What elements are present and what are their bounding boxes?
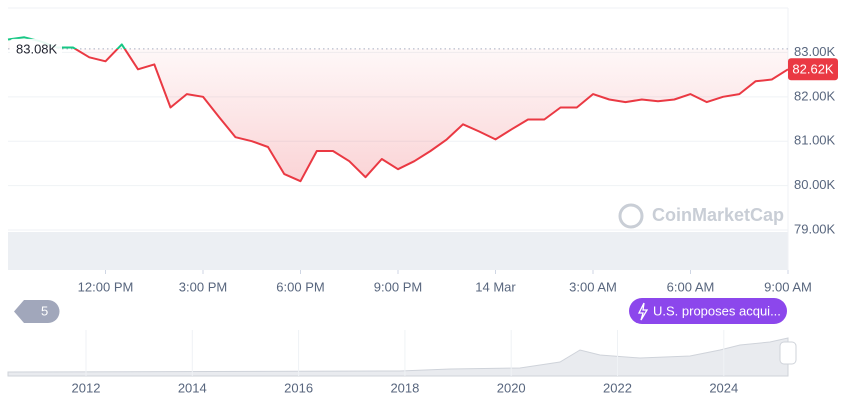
area [8,37,788,182]
price-tag-label: 82.62K [792,62,834,77]
price-tag [788,58,838,81]
y-tick-label: 80.00K [794,177,836,192]
history-badge[interactable]: 5 [14,300,60,323]
navigator-year: 2016 [284,380,313,395]
x-tick-label: 3:00 AM [569,279,617,294]
baseline-label: 83.08K [16,41,58,56]
navigator [7,337,797,377]
pill-icon [637,302,649,321]
x-tick-label: 3:00 PM [179,279,227,294]
navigator-area [7,337,789,377]
x-tick-label: 6:00 PM [276,279,324,294]
x-tick-label: 14 Mar [475,279,516,294]
badge-shape [14,300,60,323]
navigator-year: 2024 [709,380,738,395]
navigator-year: 2014 [178,380,207,395]
baseline-tag-bg [10,38,62,59]
x-tick-label: 9:00 PM [374,279,422,294]
baseline-tag: 83.08K [10,38,62,59]
price-line [7,36,789,183]
x-tick-label: 6:00 AM [667,279,715,294]
navigator-year: 2020 [497,380,526,395]
navigator-year: 2022 [603,380,632,395]
pill-text: U.S. proposes acqui... [653,303,781,318]
y-tick-label: 82.00K [794,88,836,103]
navigator-year: 2012 [72,380,101,395]
y-tick-label: 83.00K [794,44,836,59]
pill-shape [629,298,787,324]
navigator-handle[interactable] [779,341,797,365]
x-tick-label: 9:00 AM [764,279,812,294]
badge-count: 5 [41,303,48,318]
x-tick-label: 12:00 PM [78,279,134,294]
navigator-year: 2018 [390,380,419,395]
y-tick-label: 79.00K [794,221,836,236]
watermark-logo [618,203,644,229]
volume-band [8,232,788,270]
watermark: CoinMarketCap [652,205,784,225]
event-pill[interactable]: U.S. proposes acqui... [629,298,787,324]
y-tick-label: 81.00K [794,133,836,148]
